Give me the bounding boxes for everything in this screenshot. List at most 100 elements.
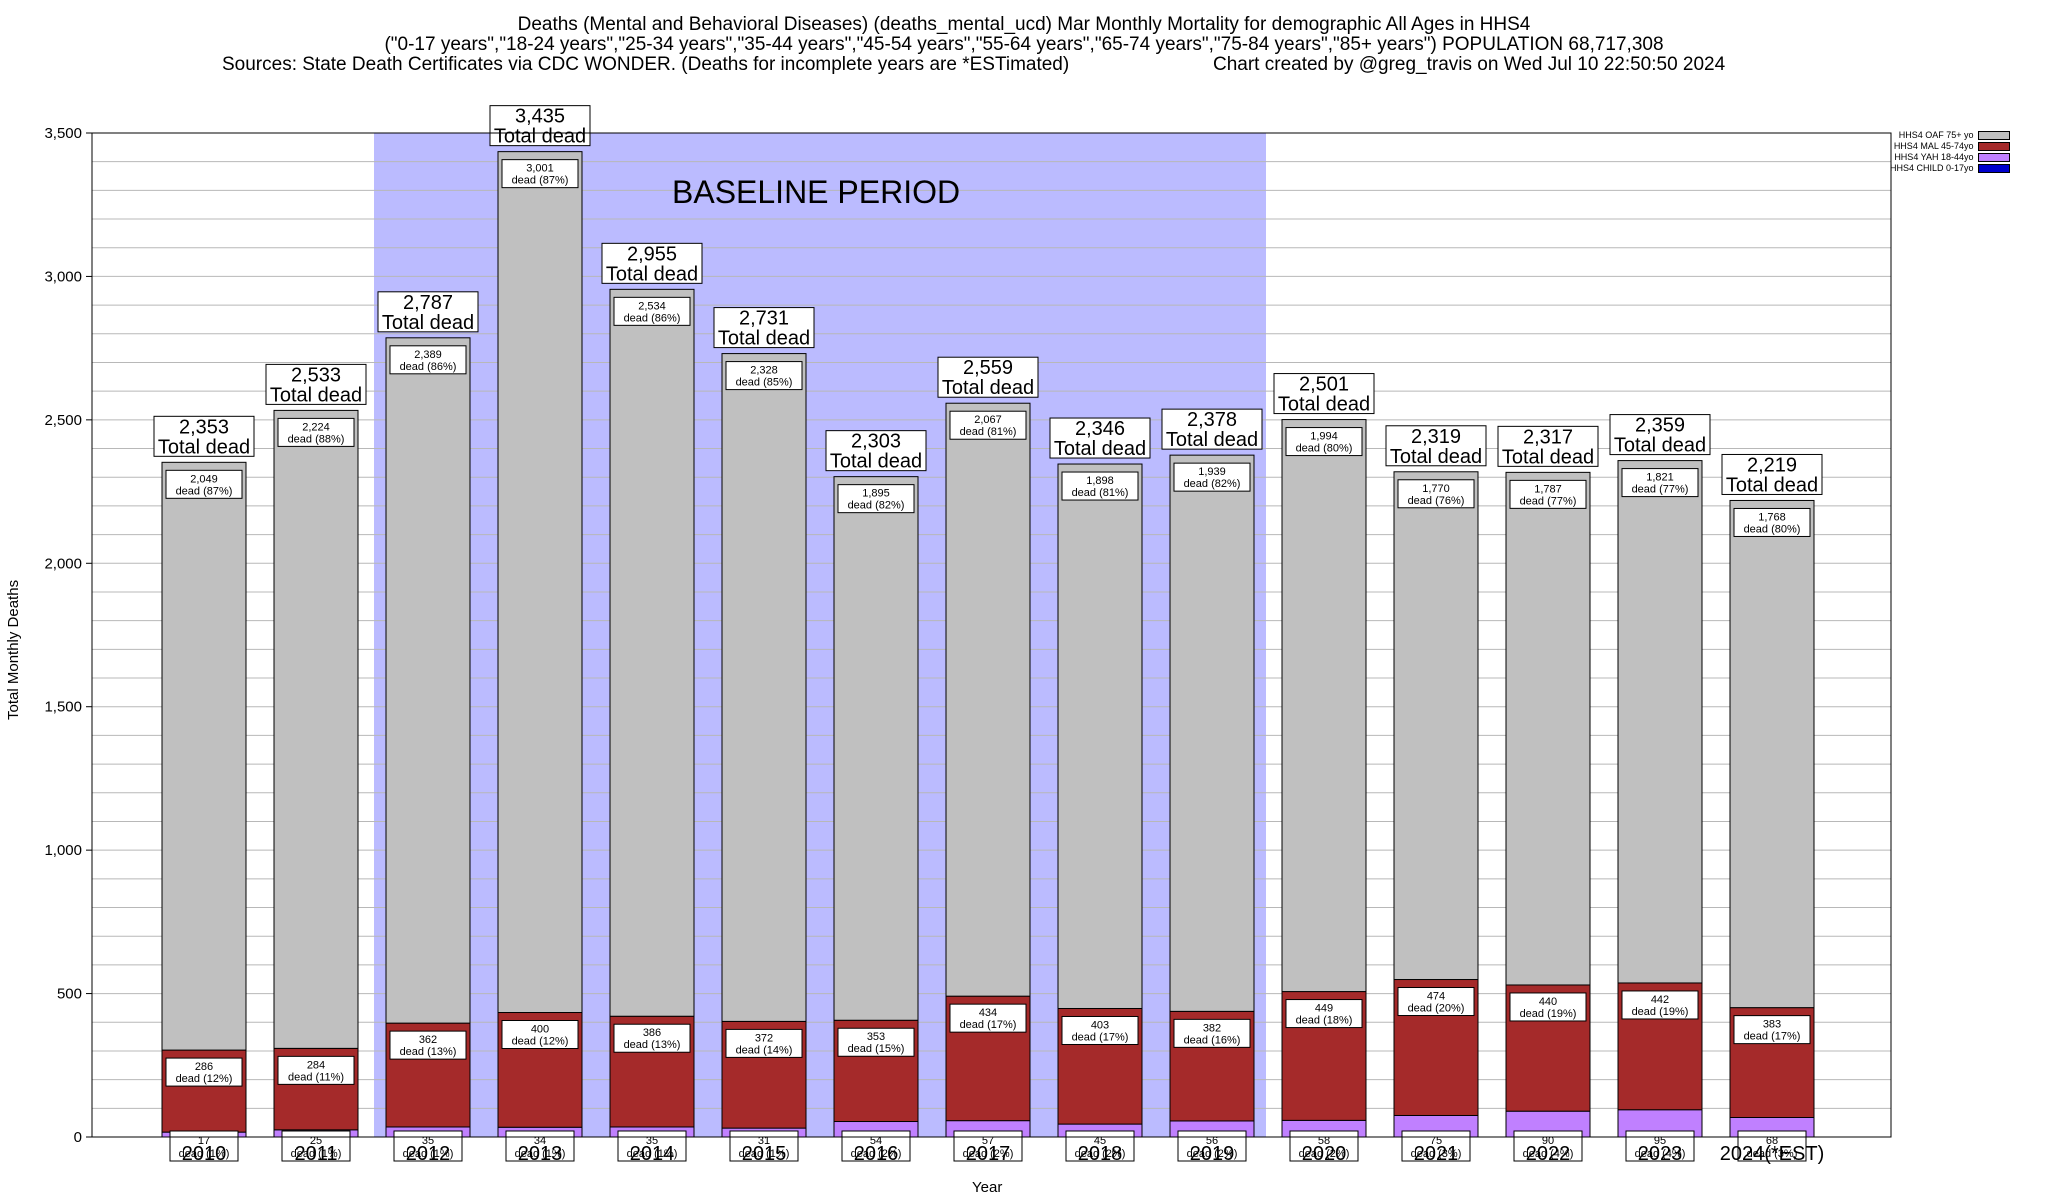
data-label-box-yah	[169, 1130, 239, 1162]
bar-group-2022: 1,787 dead (77%)440 dead (19%)90 dead (4%)2…	[1497, 425, 1599, 1162]
bar-group-2012: 2,389 dead (86%) 362 dead (13%) 35 dead (1%) 2…	[377, 291, 479, 1162]
data-label-mal: 400 dead (12%)	[512, 1024, 569, 1048]
y-tick-label: 0	[74, 1129, 82, 1146]
bar-segment-oaf	[1057, 463, 1143, 1009]
legend-swatch-oaf	[1977, 131, 2010, 140]
data-label-total: 2,317 Total dead	[1502, 426, 1594, 468]
bar-group-2017: 2,067 dead (81%)434 dead (17%)57 dead (2%)2…	[937, 356, 1039, 1162]
data-label-oaf: 1,898 dead (81%)	[1072, 475, 1129, 499]
data-label-yah: 25 dead (1%)	[291, 1135, 342, 1160]
data-label-yah: 54 dead (2%)	[851, 1135, 902, 1160]
data-label-total: 2,533 Total dead	[270, 364, 362, 406]
data-label-box-oaf	[725, 361, 803, 391]
data-label-box-total	[1161, 408, 1263, 450]
data-label-yah: 35 dead (1%)	[627, 1135, 678, 1160]
baseline-period-label: BASELINE PERIOD	[672, 174, 961, 210]
data-label-oaf: 2,389 dead (86%)	[400, 349, 457, 373]
data-label-box-total	[713, 307, 815, 349]
x-tick-label: 2015	[742, 1143, 787, 1165]
data-label-yah: 17 dead (1%)	[179, 1135, 230, 1160]
y-tick-label: 3,000	[44, 268, 82, 285]
data-label-box-oaf	[1509, 479, 1587, 509]
bar-segment-oaf	[1169, 454, 1255, 1012]
x-axis-label: Year	[972, 1179, 1003, 1196]
data-label-yah: 68 dead (3%)	[1747, 1135, 1798, 1160]
chart-bars: 2,049 dead (87%)286 dead (12%)17 dead (1%)2…	[153, 105, 1823, 1162]
data-label-mal: 440 dead (19%)	[1520, 996, 1577, 1020]
legend-swatch-child	[1977, 164, 2010, 173]
data-label-yah: 31 dead (1%)	[739, 1135, 790, 1160]
data-label-box-mal	[725, 1028, 803, 1058]
x-tick-label: 2021	[1414, 1143, 1459, 1165]
data-label-box-oaf	[949, 410, 1027, 440]
data-label-box-yah	[1177, 1130, 1247, 1162]
data-label-mal: 353 dead (15%)	[848, 1031, 905, 1055]
data-label-mal: 286 dead (12%)	[176, 1061, 233, 1085]
bar-group-2021: 1,770 dead (76%)474 dead (20%)75 dead (3%)2…	[1385, 425, 1487, 1162]
data-label-total: 2,353 Total dead	[158, 416, 250, 458]
chart-legend: HHS4 OAF 75+ yo HHS4 MAL 45-74yo HHS4 YA…	[1890, 130, 2010, 174]
data-label-total: 2,787 Total dead	[382, 292, 474, 334]
data-label-box-oaf	[165, 469, 243, 499]
data-label-box-total	[1385, 425, 1487, 467]
data-label-box-mal	[165, 1057, 243, 1087]
data-label-box-yah	[1401, 1130, 1471, 1162]
data-label-box-oaf	[389, 345, 467, 375]
data-label-oaf: 3,001 dead (87%)	[512, 163, 569, 187]
chart-subtitle: ("0-17 years","18-24 years","25-34 years…	[384, 34, 1664, 55]
y-tick-label: 2,500	[44, 412, 82, 429]
data-label-box-total	[601, 242, 703, 284]
bar-segment-oaf	[1729, 499, 1815, 1009]
data-label-yah: 75 dead (3%)	[1411, 1135, 1462, 1160]
data-label-yah: 58 dead (2%)	[1299, 1135, 1350, 1160]
bar-segment-oaf	[721, 353, 807, 1022]
legend-item-mal: HHS4 MAL 45-74yo	[1890, 141, 2010, 152]
data-label-box-total	[1609, 414, 1711, 456]
bar-group-2023: 1,821 dead (77%)442 dead (19%)95 dead (4%)2…	[1609, 414, 1711, 1162]
data-label-total: 2,731 Total dead	[718, 308, 810, 350]
data-label-total: 2,501 Total dead	[1278, 374, 1370, 416]
data-label-oaf: 1,994 dead (80%)	[1296, 431, 1353, 455]
data-label-mal: 403 dead (17%)	[1072, 1019, 1129, 1043]
data-label-box-total	[1497, 425, 1599, 467]
data-label-oaf: 2,067 dead (81%)	[960, 414, 1017, 438]
data-label-mal: 386 dead (13%)	[624, 1027, 681, 1051]
data-label-box-oaf	[1621, 468, 1699, 498]
data-label-yah: 35 dead (1%)	[403, 1135, 454, 1160]
bar-group-2011: 2,224 dead (88%)284 dead (11%)25 dead (1%)2…	[265, 363, 367, 1162]
data-label-oaf: 1,787 dead (77%)	[1520, 483, 1577, 507]
x-tick-label: 2024(*EST)	[1720, 1143, 1825, 1165]
data-label-box-total	[489, 105, 591, 147]
data-label-mal: 362 dead (13%)	[400, 1034, 457, 1058]
data-label-oaf: 2,049 dead (87%)	[176, 473, 233, 497]
data-label-box-yah	[617, 1130, 687, 1162]
data-label-box-yah	[1513, 1130, 1583, 1162]
data-label-box-mal	[1285, 999, 1363, 1029]
data-label-oaf: 2,534 dead (86%)	[624, 300, 681, 324]
data-label-box-mal	[1173, 1018, 1251, 1048]
bar-segment-oaf	[609, 288, 695, 1017]
x-tick-label: 2016	[854, 1143, 899, 1165]
data-label-box-total	[265, 363, 367, 405]
data-label-oaf: 1,770 dead (76%)	[1408, 483, 1465, 507]
data-label-box-oaf	[1173, 462, 1251, 492]
data-label-mal: 383 dead (17%)	[1744, 1019, 1801, 1043]
data-label-yah: 95 dead (4%)	[1635, 1135, 1686, 1160]
data-label-box-yah	[841, 1130, 911, 1162]
data-label-box-yah	[729, 1130, 799, 1162]
data-label-box-oaf	[837, 484, 915, 514]
data-label-box-mal	[837, 1027, 915, 1057]
x-tick-label: 2010	[182, 1143, 227, 1165]
bar-segment-oaf	[385, 337, 471, 1024]
y-tick-label: 1,000	[44, 842, 82, 859]
chart-axes: 2010 2011 2012 2013 2014 2015 2016 2017 2018 2019…	[44, 125, 1892, 1165]
bar-segment-oaf	[273, 409, 359, 1049]
bar-segment-oaf	[1393, 471, 1479, 981]
data-label-box-mal	[501, 1020, 579, 1050]
chart-credit: Chart created by @greg_travis on Wed Jul…	[1213, 54, 1726, 75]
data-label-box-total	[825, 430, 927, 472]
data-label-box-yah	[281, 1130, 351, 1162]
data-label-box-mal	[1509, 992, 1587, 1022]
data-label-oaf: 1,821 dead (77%)	[1632, 472, 1689, 496]
bar-group-2020: 1,994 dead (80%)449 dead (18%)58 dead (2%)2…	[1273, 373, 1375, 1162]
